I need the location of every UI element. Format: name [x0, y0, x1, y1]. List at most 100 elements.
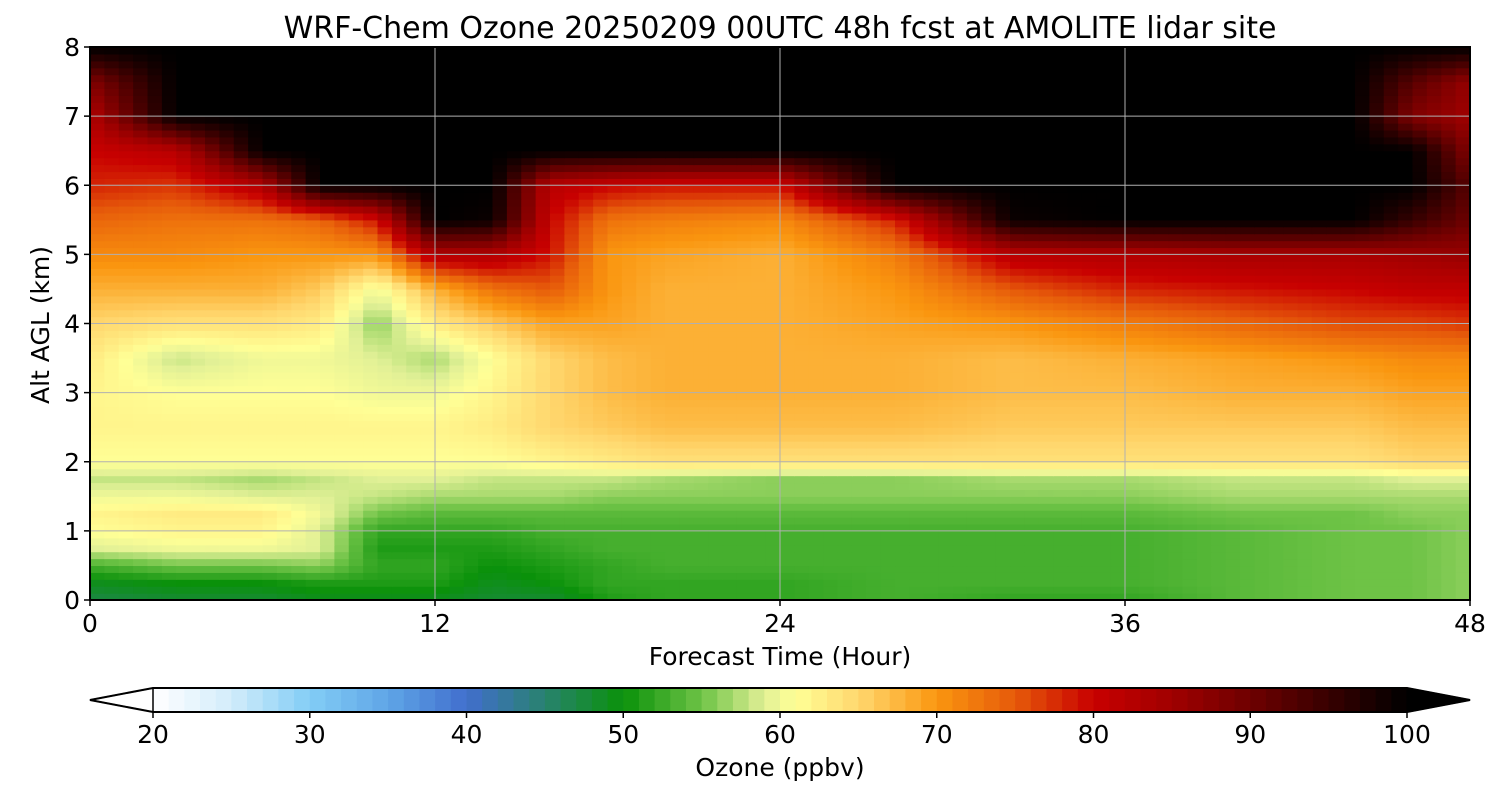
heatmap-cell	[794, 530, 810, 539]
heatmap-cell	[952, 302, 968, 311]
heatmap-cell	[1326, 503, 1342, 511]
heatmap-cell	[420, 295, 436, 304]
heatmap-cell	[966, 420, 982, 428]
heatmap-cell	[1096, 427, 1112, 435]
heatmap-cell	[521, 316, 537, 325]
heatmap-cell	[305, 565, 321, 573]
heatmap-cell	[650, 441, 666, 449]
heatmap-cell	[650, 364, 666, 373]
heatmap-cell	[449, 288, 465, 297]
heatmap-cell	[1398, 282, 1414, 290]
heatmap-cell	[1297, 392, 1313, 401]
heatmap-cell	[1110, 392, 1126, 401]
heatmap-cell	[722, 392, 738, 401]
heatmap-cell	[621, 378, 637, 387]
heatmap-cell	[909, 302, 925, 311]
heatmap-cell	[966, 295, 982, 304]
heatmap-cell	[1297, 330, 1313, 338]
heatmap-cell	[794, 385, 810, 394]
heatmap-cell	[736, 309, 752, 318]
heatmap-cell	[794, 496, 810, 504]
heatmap-cell	[1096, 371, 1112, 380]
heatmap-cell	[679, 565, 695, 573]
heatmap-cell	[1340, 323, 1356, 332]
heatmap-cell	[176, 316, 192, 325]
heatmap-cell	[895, 454, 910, 463]
heatmap-cell	[521, 371, 537, 380]
heatmap-cell	[190, 406, 206, 414]
heatmap-cell	[866, 523, 882, 532]
heatmap-cell	[1153, 288, 1169, 297]
heatmap-cell	[923, 593, 939, 600]
heatmap-cell	[219, 544, 235, 553]
heatmap-cell	[923, 399, 939, 408]
heatmap-cell	[219, 316, 235, 325]
heatmap-cell	[219, 344, 235, 352]
heatmap-cell	[205, 371, 220, 380]
heatmap-cell	[693, 240, 709, 249]
heatmap-cell	[593, 434, 609, 442]
heatmap-cell	[1311, 537, 1327, 546]
heatmap-cell	[708, 406, 724, 414]
heatmap-cell	[1024, 427, 1040, 435]
heatmap-cell	[1182, 461, 1198, 470]
heatmap-cell	[118, 392, 134, 401]
heatmap-cell	[679, 282, 695, 290]
heatmap-cell	[1283, 351, 1299, 359]
heatmap-cell	[1441, 551, 1457, 560]
heatmap-cell	[1225, 593, 1241, 600]
heatmap-cell	[693, 510, 709, 518]
heatmap-cell	[751, 261, 767, 269]
heatmap-cell	[952, 586, 968, 594]
heatmap-cell	[1010, 475, 1025, 484]
heatmap-cell	[1196, 330, 1212, 338]
heatmap-cell	[391, 323, 407, 332]
heatmap-cell	[736, 510, 752, 518]
heatmap-cell	[1153, 572, 1169, 580]
heatmap-cell	[952, 406, 968, 414]
heatmap-cell	[808, 565, 824, 573]
heatmap-cell	[219, 447, 235, 456]
heatmap-cell	[406, 579, 422, 587]
heatmap-cell	[636, 475, 652, 484]
heatmap-cell	[1010, 261, 1025, 269]
heatmap-cell	[521, 295, 537, 304]
heatmap-cell	[823, 364, 839, 373]
heatmap-cell	[233, 364, 249, 373]
heatmap-cell	[1326, 496, 1342, 504]
heatmap-cell	[851, 371, 867, 380]
heatmap-cell	[377, 323, 393, 332]
heatmap-cell	[435, 503, 450, 511]
heatmap-cell	[435, 551, 450, 560]
heatmap-cell	[190, 441, 206, 449]
heatmap-cell	[679, 489, 695, 497]
heatmap-cell	[1340, 399, 1356, 408]
heatmap-cell	[708, 579, 724, 587]
heatmap-cell	[808, 364, 824, 373]
heatmap-cell	[1024, 593, 1040, 600]
heatmap-cell	[550, 288, 565, 297]
heatmap-cell	[1326, 434, 1342, 442]
heatmap-cell	[492, 406, 508, 414]
heatmap-cell	[363, 579, 379, 587]
heatmap-cell	[1441, 475, 1457, 484]
heatmap-cell	[1311, 316, 1327, 325]
heatmap-cell	[1441, 392, 1457, 401]
heatmap-cell	[420, 482, 436, 490]
heatmap-cell	[320, 323, 335, 332]
heatmap-cell	[435, 413, 450, 421]
heatmap-cell	[780, 378, 795, 387]
heatmap-cell	[1355, 337, 1370, 345]
heatmap-cell	[765, 565, 781, 573]
heatmap-cell	[90, 544, 105, 553]
heatmap-cell	[722, 420, 738, 428]
heatmap-cell	[909, 523, 925, 532]
heatmap-cell	[1283, 247, 1299, 255]
heatmap-cell	[1355, 302, 1370, 311]
heatmap-cell	[1441, 454, 1457, 463]
heatmap-cell	[133, 392, 149, 401]
heatmap-cell	[406, 475, 422, 484]
heatmap-cell	[90, 316, 105, 325]
heatmap-cell	[90, 392, 105, 401]
heatmap-cell	[406, 406, 422, 414]
